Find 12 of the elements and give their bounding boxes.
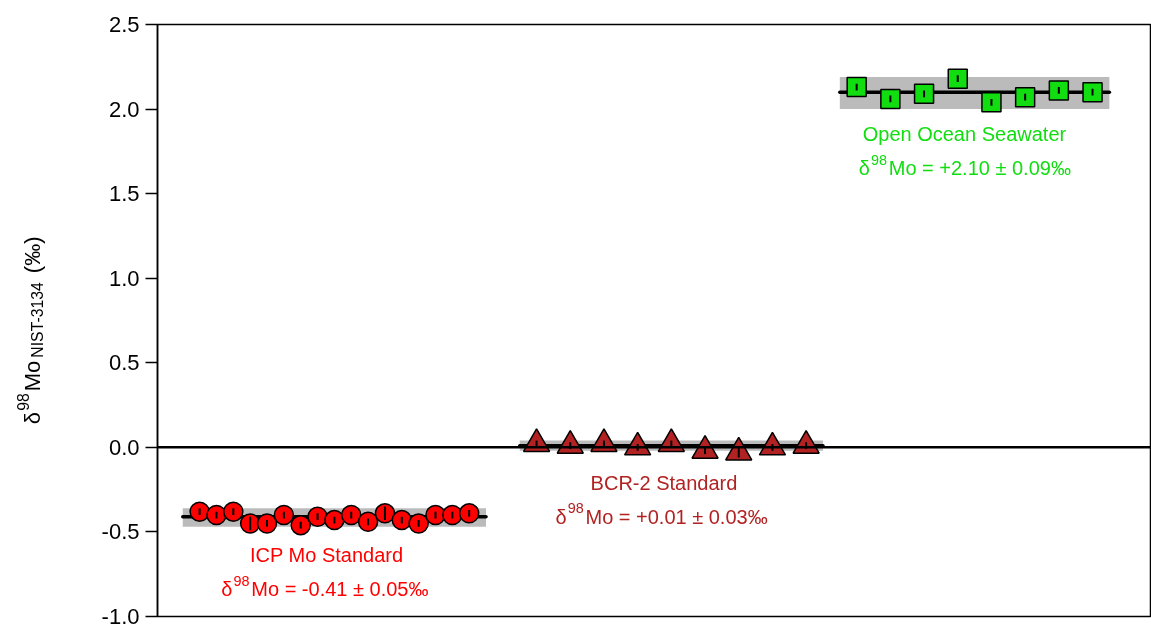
y-tick-label: 0.5 [108, 350, 140, 376]
series-label: BCR-2 Standard [590, 471, 738, 494]
y-tick-label: 2.5 [108, 12, 140, 37]
y-axis-title: δ98MoNIST-3134 (‰) [15, 236, 46, 425]
series-label: Open Ocean Seawater [862, 123, 1067, 146]
series-label: ICP Mo Standard [250, 544, 404, 567]
y-tick-label: 1.0 [108, 265, 140, 291]
y-tick-label: 2.0 [108, 96, 140, 122]
y-tick-label: -0.5 [101, 519, 140, 545]
y-tick-label: 0.0 [108, 434, 140, 460]
y-tick-label: 1.5 [108, 181, 140, 207]
y-tick-label: -1.0 [101, 604, 140, 629]
